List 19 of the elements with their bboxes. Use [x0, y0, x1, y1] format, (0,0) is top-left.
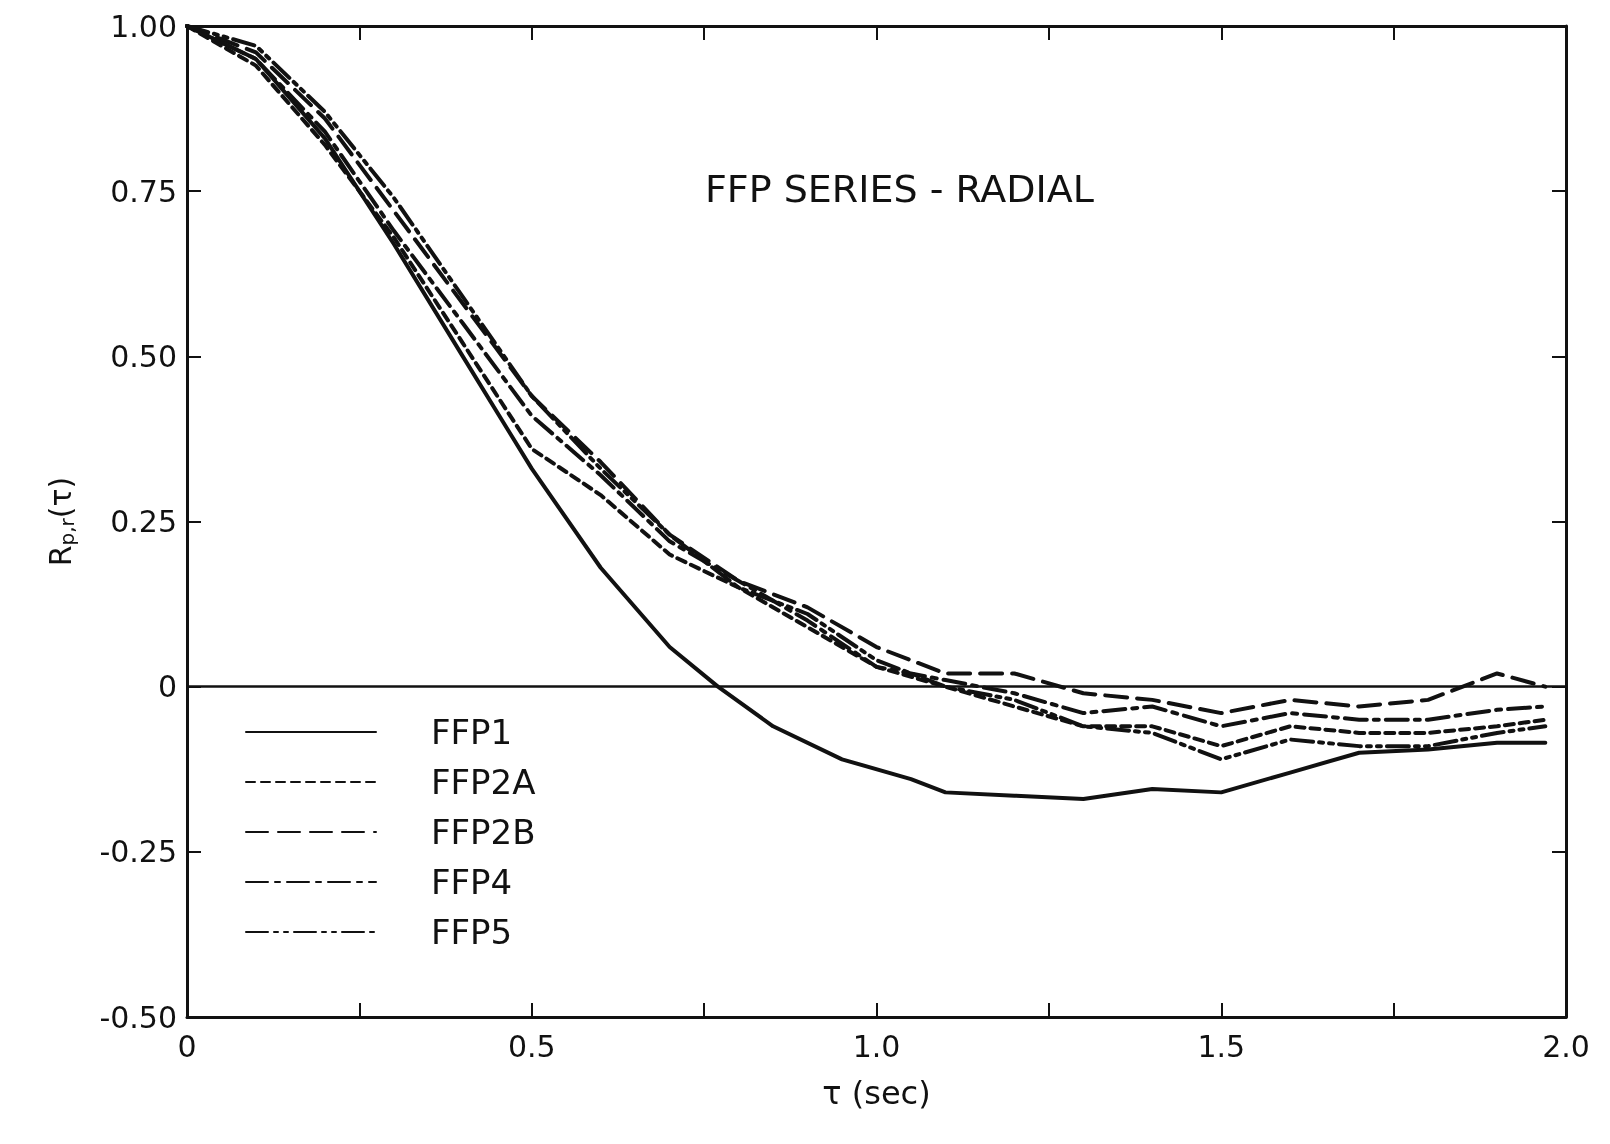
y-axis-title: Rp,r(τ)	[42, 476, 79, 567]
y-tick-label: -0.25	[99, 834, 177, 870]
x-tick-label: 2.0	[1542, 1028, 1590, 1064]
y-tick-label: -0.50	[99, 999, 177, 1035]
x-tick-label: 0.5	[507, 1028, 556, 1064]
x-tick-label: 1.5	[1197, 1028, 1246, 1064]
y-tick-label: 0	[157, 669, 177, 705]
y-tick-label: 0.75	[110, 173, 177, 209]
legend-label: FFP2B	[431, 812, 536, 852]
text: FFP SERIES - RADIAL	[705, 167, 1094, 211]
y-tick-label: 0.25	[110, 504, 177, 539]
x-tick-label: 1.0	[852, 1028, 901, 1064]
x-axis-title: τ (sec)	[822, 1074, 931, 1112]
y-tick-label: 0.50	[110, 338, 177, 374]
legend-label: FFP5	[431, 912, 513, 952]
y-tick-label: 1.00	[110, 8, 177, 44]
legend-label: FFP2A	[431, 762, 536, 802]
legend-label: FFP4	[431, 862, 513, 902]
legend-label: FFP1	[431, 712, 513, 752]
